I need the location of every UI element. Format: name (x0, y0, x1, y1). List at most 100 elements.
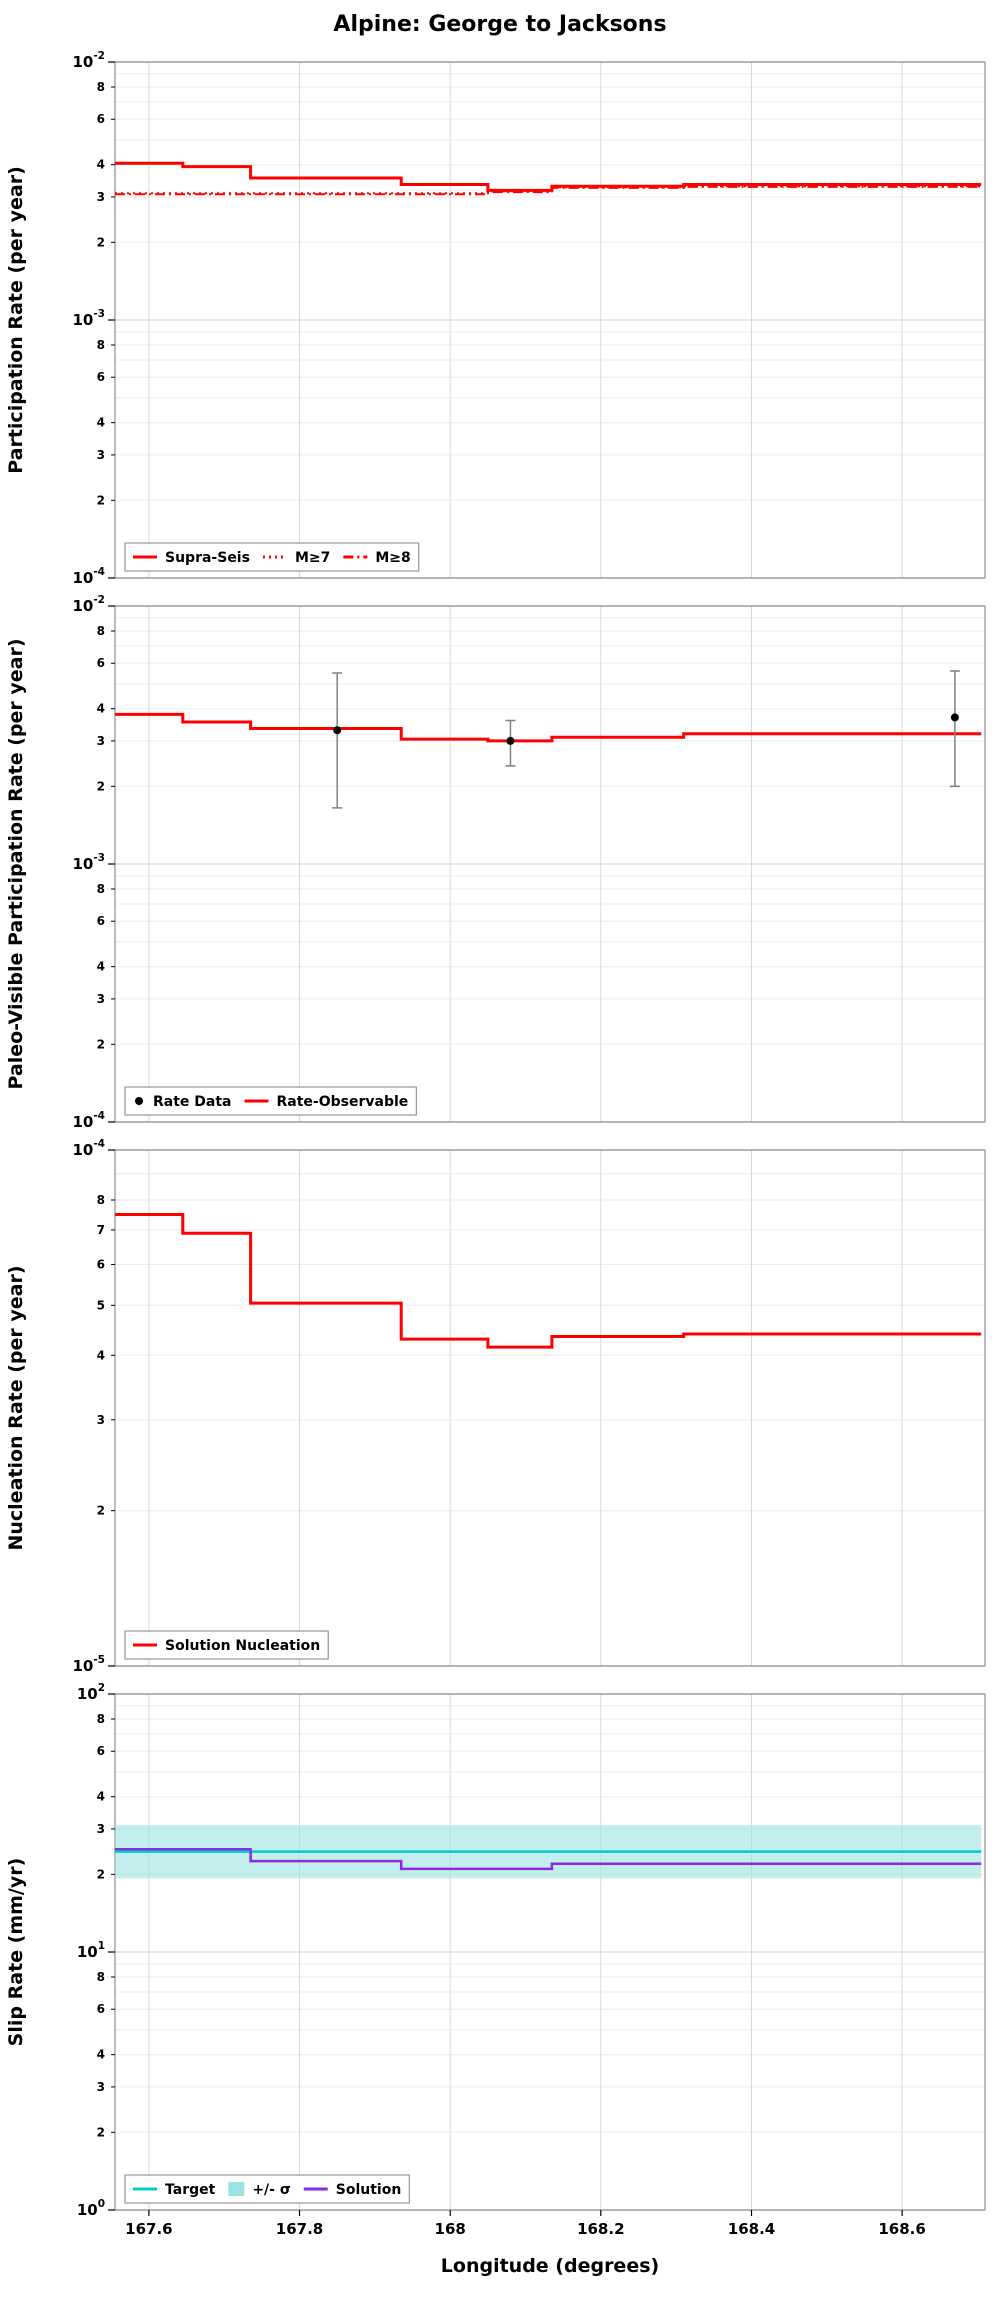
series-line (115, 712, 982, 743)
y-tick-label: 6 (97, 1258, 105, 1272)
y-tick-label: 8 (97, 1712, 105, 1726)
y-tick-label: 10-5 (72, 1654, 105, 1675)
gridlines (115, 61, 985, 579)
y-tick-label: 2 (97, 493, 105, 507)
data-point (950, 713, 959, 722)
y-tick-label: 3 (97, 448, 105, 462)
y-tick-label: 10-4 (72, 1138, 105, 1159)
y-tick-label: 6 (97, 112, 105, 126)
y-axis-ticks: 10-4 10-3 10-2 2 3 4 6 8 2 3 4 6 8 (72, 594, 115, 1131)
legend-label: Supra-Seis (165, 550, 250, 566)
chart-title: Alpine: George to Jacksons (333, 11, 667, 37)
legend-label: Target (165, 2182, 216, 2198)
participation-rate-chart: Participation Rate (per year) 10-4 10-3 10… (5, 50, 986, 587)
panel-slip-rate: Slip Rate (mm/yr) Longitude (degrees) 10… (0, 1680, 1000, 2300)
panel-participation-rate: Participation Rate (per year) 10-4 10-3 10… (0, 48, 1000, 592)
y-tick-label: 2 (97, 235, 105, 249)
panel-nucleation-rate: Nucleation Rate (per year) 10-5 10-4 2 3 4 5 6… (0, 1136, 1000, 1680)
slip-rate-chart: Slip Rate (mm/yr) Longitude (degrees) 10… (5, 1682, 986, 2277)
y-tick-label: 101 (77, 1940, 105, 1961)
y-tick-label: 4 (97, 1790, 105, 1804)
x-axis-ticks: 167.6 167.8 168 168.2 168.4 168.6 (125, 2210, 926, 2238)
y-axis-ticks: 100 101 102 2 3 4 6 8 2 3 4 6 8 (77, 1682, 115, 2219)
data-point (333, 726, 342, 735)
legend: Supra-Seis M≥7 M≥8 (124, 542, 420, 572)
series-line (115, 1848, 982, 1871)
y-tick-label: 100 (77, 2198, 105, 2219)
x-tick-label: 168.6 (878, 2220, 925, 2238)
y-tick-label: 8 (97, 882, 105, 896)
y-tick-label: 7 (97, 1223, 105, 1237)
y-axis-label-paleo-visible: Paleo-Visible Participation Rate (per ye… (5, 638, 27, 1089)
series-line (115, 161, 982, 192)
y-tick-label: 2 (97, 1867, 105, 1881)
y-tick-label: 4 (97, 158, 105, 172)
y-tick-label: 3 (97, 1822, 105, 1836)
y-tick-label: 8 (97, 624, 105, 638)
legend-label: M≥8 (375, 550, 410, 566)
y-tick-label: 2 (97, 1037, 105, 1051)
x-tick-label: 167.8 (276, 2220, 323, 2238)
y-axis-ticks: 10-5 10-4 2 3 4 5 6 7 8 (72, 1138, 115, 1675)
y-tick-label: 2 (97, 1504, 105, 1518)
y-tick-label: 10-3 (72, 308, 105, 329)
legend: Solution Nucleation (124, 1630, 329, 1660)
y-tick-label: 10-4 (72, 1110, 105, 1131)
legend-box (124, 1630, 329, 1660)
plot-area-nucleation: 10-5 10-4 2 3 4 5 6 7 8 Solution Nucleation (72, 1138, 986, 1675)
y-axis-label-participation: Participation Rate (per year) (5, 166, 27, 474)
x-tick-label: 168.4 (728, 2220, 775, 2238)
gridlines (115, 1149, 985, 1667)
y-tick-label: 2 (97, 2125, 105, 2139)
y-tick-label: 4 (97, 960, 105, 974)
x-tick-label: 168 (435, 2220, 466, 2238)
legend-swatch-patch (228, 2182, 245, 2196)
legend-label: Rate Data (153, 1094, 232, 1110)
y-tick-label: 2 (97, 779, 105, 793)
legend-label: Solution Nucleation (165, 1638, 320, 1654)
data-point (506, 736, 515, 745)
y-tick-label: 4 (97, 416, 105, 430)
y-tick-label: 6 (97, 370, 105, 384)
plot-area-participation: 10-4 10-3 10-2 2 3 4 6 8 2 3 4 6 8 Supra-Seis M≥7 M≥8 (72, 50, 986, 587)
legend-swatch-dot (135, 1097, 143, 1105)
y-tick-label: 10-4 (72, 566, 105, 587)
legend-label: Rate-Observable (277, 1094, 409, 1110)
y-tick-label: 3 (97, 734, 105, 748)
x-tick-label: 168.2 (577, 2220, 624, 2238)
y-tick-label: 10-3 (72, 852, 105, 873)
y-tick-label: 6 (97, 2002, 105, 2016)
legend-box (124, 2174, 410, 2204)
y-tick-label: 6 (97, 914, 105, 928)
y-axis-label-nucleation: Nucleation Rate (per year) (5, 1265, 27, 1550)
legend-label: M≥7 (295, 550, 330, 566)
nucleation-rate-chart: Nucleation Rate (per year) 10-5 10-4 2 3 4 5 6… (5, 1138, 986, 1675)
y-tick-label: 6 (97, 1744, 105, 1758)
y-tick-label: 8 (97, 1970, 105, 1984)
gridlines (115, 605, 985, 1123)
legend-box (124, 542, 420, 572)
y-tick-label: 6 (97, 656, 105, 670)
y-tick-label: 4 (97, 1348, 105, 1362)
plot-area-slip-rate: 100 101 102 2 3 4 6 8 2 3 4 6 8 167.6 167.8 168 168.2 168… (77, 1682, 986, 2238)
series-line (115, 185, 982, 195)
y-tick-label: 5 (97, 1298, 105, 1312)
y-tick-label: 3 (97, 992, 105, 1006)
y-tick-label: 8 (97, 338, 105, 352)
y-tick-label: 10-2 (72, 594, 105, 615)
y-tick-label: 3 (97, 1413, 105, 1427)
paleo-visible-rate-chart: Paleo-Visible Participation Rate (per ye… (5, 594, 986, 1131)
legend-label: +/- σ (252, 2182, 291, 2198)
plot-area-paleo-visible: 10-4 10-3 10-2 2 3 4 6 8 2 3 4 6 8 Rate Data Rate-Obse… (72, 594, 986, 1131)
legend-label: Solution (336, 2182, 402, 2198)
y-tick-label: 10-2 (72, 50, 105, 71)
series-line (115, 1213, 982, 1349)
y-tick-label: 3 (97, 190, 105, 204)
y-axis-label-slip-rate: Slip Rate (mm/yr) (5, 1858, 27, 2047)
y-axis-ticks: 10-4 10-3 10-2 2 3 4 6 8 2 3 4 6 8 (72, 50, 115, 587)
y-tick-label: 4 (97, 2048, 105, 2062)
gridlines (115, 1693, 985, 2211)
x-tick-label: 167.6 (125, 2220, 172, 2238)
x-axis-label: Longitude (degrees) (441, 2255, 659, 2277)
plot-frame (114, 1149, 986, 1667)
